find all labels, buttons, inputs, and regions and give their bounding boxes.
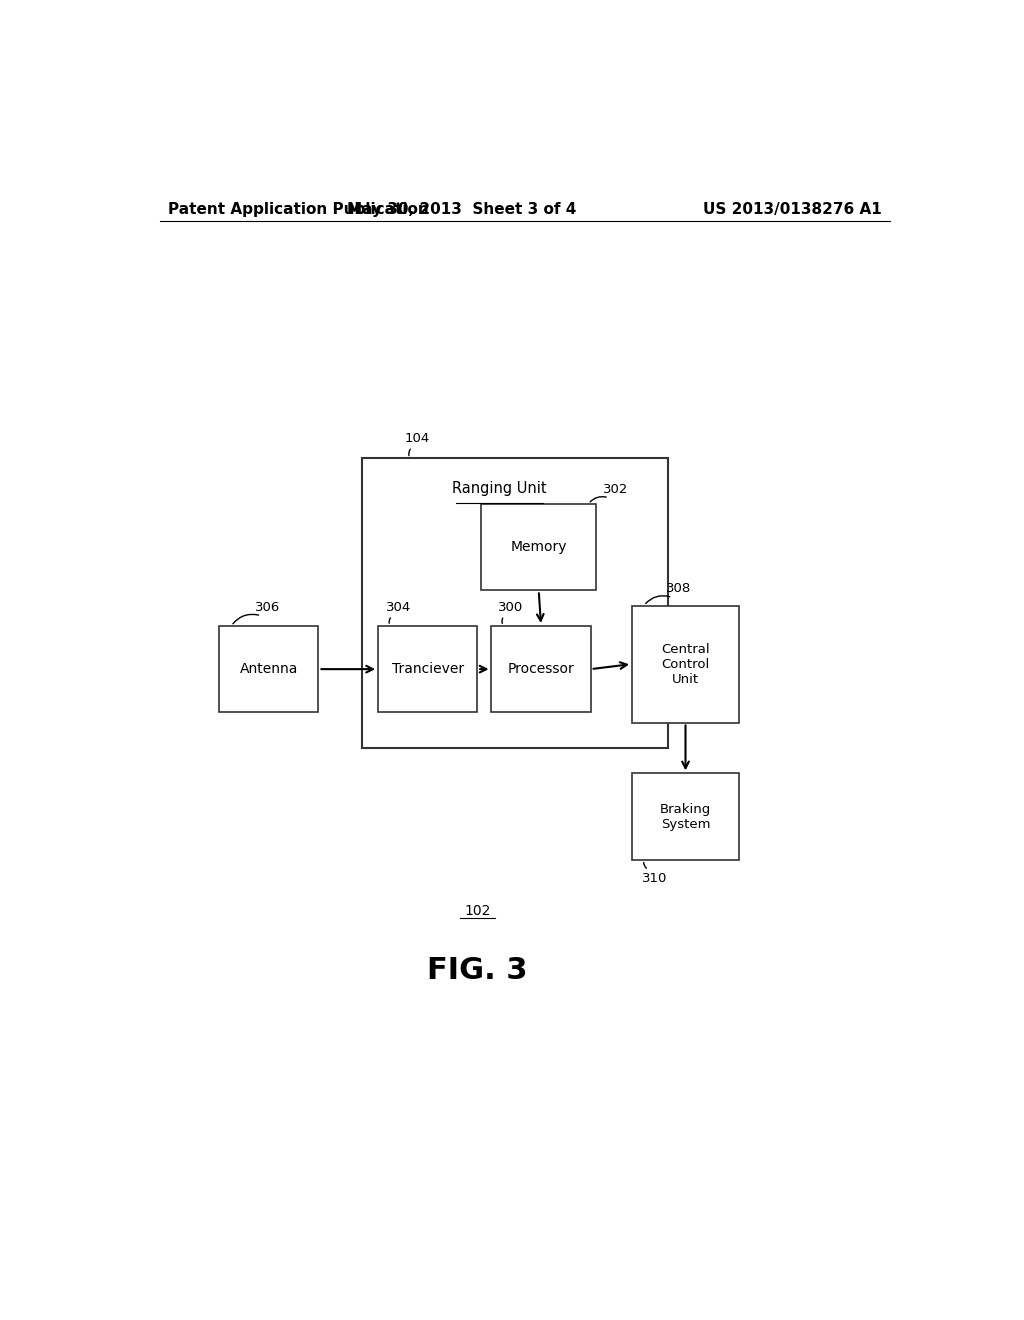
Text: US 2013/0138276 A1: US 2013/0138276 A1 [703,202,882,216]
Text: Processor: Processor [508,663,574,676]
FancyBboxPatch shape [481,504,596,590]
Text: 300: 300 [498,601,523,614]
Text: Patent Application Publication: Patent Application Publication [168,202,428,216]
FancyBboxPatch shape [492,626,591,713]
Text: 304: 304 [386,601,412,614]
FancyBboxPatch shape [632,606,739,722]
Text: FIG. 3: FIG. 3 [427,956,527,985]
Text: Braking
System: Braking System [659,803,711,830]
Text: May 30, 2013  Sheet 3 of 4: May 30, 2013 Sheet 3 of 4 [347,202,575,216]
Text: Memory: Memory [510,540,567,554]
Text: 302: 302 [602,483,628,496]
Text: Antenna: Antenna [240,663,298,676]
Text: 310: 310 [642,873,668,884]
FancyBboxPatch shape [219,626,318,713]
FancyBboxPatch shape [632,774,739,859]
Text: Central
Control
Unit: Central Control Unit [662,643,710,685]
Text: 306: 306 [255,601,281,614]
FancyBboxPatch shape [378,626,477,713]
Text: 104: 104 [404,432,429,445]
Text: Ranging Unit: Ranging Unit [453,480,547,495]
Text: 308: 308 [666,582,691,595]
FancyBboxPatch shape [362,458,668,748]
Text: Tranciever: Tranciever [391,663,464,676]
Text: 102: 102 [464,904,490,917]
